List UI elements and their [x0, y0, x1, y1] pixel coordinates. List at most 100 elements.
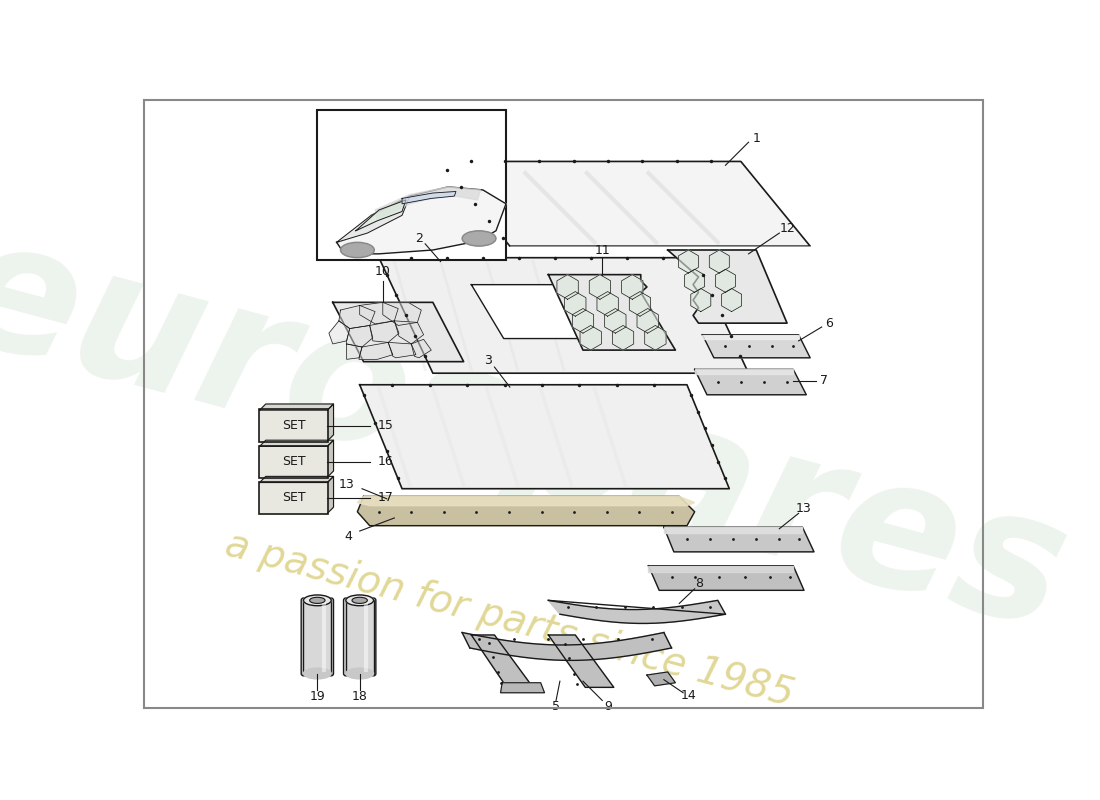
Polygon shape: [378, 258, 749, 373]
Polygon shape: [472, 285, 609, 338]
Text: 14: 14: [681, 689, 696, 702]
Text: SET: SET: [282, 455, 306, 468]
Polygon shape: [440, 162, 810, 246]
Polygon shape: [337, 187, 506, 254]
Text: 19: 19: [309, 690, 326, 703]
Polygon shape: [664, 527, 814, 552]
Polygon shape: [649, 566, 793, 572]
Polygon shape: [715, 270, 736, 292]
Ellipse shape: [341, 242, 374, 258]
Polygon shape: [629, 291, 650, 316]
FancyBboxPatch shape: [258, 482, 328, 514]
Polygon shape: [645, 326, 665, 350]
Polygon shape: [649, 566, 804, 590]
Text: SET: SET: [282, 491, 306, 505]
Polygon shape: [548, 600, 726, 623]
Polygon shape: [388, 342, 416, 358]
FancyBboxPatch shape: [318, 110, 506, 260]
Polygon shape: [621, 274, 642, 299]
Polygon shape: [548, 635, 614, 687]
Polygon shape: [605, 309, 626, 333]
Ellipse shape: [310, 598, 326, 603]
FancyBboxPatch shape: [258, 446, 328, 478]
Ellipse shape: [462, 230, 496, 246]
Polygon shape: [411, 339, 431, 358]
Text: eurospares: eurospares: [0, 202, 1084, 667]
Polygon shape: [695, 370, 793, 374]
Polygon shape: [684, 270, 705, 292]
Polygon shape: [360, 302, 398, 324]
Polygon shape: [668, 250, 788, 323]
Text: 3: 3: [484, 354, 492, 367]
Polygon shape: [500, 682, 544, 693]
Polygon shape: [332, 302, 464, 362]
Ellipse shape: [304, 668, 331, 679]
Text: 6: 6: [825, 318, 834, 330]
Polygon shape: [383, 302, 421, 326]
Polygon shape: [260, 440, 333, 446]
Text: 8: 8: [695, 577, 703, 590]
Polygon shape: [572, 309, 594, 333]
Text: 7: 7: [820, 374, 828, 387]
Text: 13: 13: [796, 502, 812, 515]
Ellipse shape: [345, 595, 374, 606]
Polygon shape: [339, 306, 375, 329]
Polygon shape: [346, 326, 373, 347]
Polygon shape: [703, 334, 799, 338]
Polygon shape: [356, 200, 406, 230]
Polygon shape: [328, 440, 333, 477]
Text: 16: 16: [377, 455, 393, 468]
Polygon shape: [679, 250, 699, 273]
Polygon shape: [710, 250, 729, 273]
Text: 15: 15: [377, 419, 394, 432]
Polygon shape: [548, 274, 675, 350]
Text: 5: 5: [552, 700, 560, 713]
Polygon shape: [695, 370, 806, 394]
Polygon shape: [462, 633, 671, 660]
FancyBboxPatch shape: [258, 410, 328, 442]
Polygon shape: [580, 326, 602, 350]
Text: 1: 1: [752, 132, 760, 145]
Text: 9: 9: [605, 700, 613, 713]
Polygon shape: [590, 274, 610, 299]
Text: 13: 13: [339, 478, 354, 491]
Polygon shape: [358, 496, 695, 506]
Text: a passion for parts since 1985: a passion for parts since 1985: [221, 526, 799, 714]
Polygon shape: [260, 476, 333, 482]
Polygon shape: [613, 326, 634, 350]
Polygon shape: [557, 274, 579, 299]
Text: 11: 11: [594, 243, 610, 257]
Polygon shape: [472, 635, 534, 687]
Polygon shape: [359, 342, 393, 359]
Text: 10: 10: [375, 265, 390, 278]
FancyBboxPatch shape: [301, 598, 333, 676]
Ellipse shape: [304, 595, 331, 606]
Polygon shape: [664, 527, 803, 534]
Polygon shape: [370, 321, 399, 342]
Polygon shape: [722, 289, 741, 312]
Polygon shape: [703, 334, 810, 358]
Text: 4: 4: [344, 530, 352, 543]
Polygon shape: [358, 496, 695, 526]
Polygon shape: [403, 191, 455, 204]
Polygon shape: [360, 385, 729, 489]
Polygon shape: [691, 289, 711, 312]
Ellipse shape: [352, 598, 367, 603]
Text: SET: SET: [282, 419, 306, 432]
Ellipse shape: [464, 232, 495, 245]
Polygon shape: [375, 187, 481, 219]
Ellipse shape: [342, 244, 373, 256]
Polygon shape: [337, 196, 409, 242]
Polygon shape: [260, 404, 333, 410]
Text: 12: 12: [779, 222, 795, 235]
Polygon shape: [328, 476, 333, 514]
Ellipse shape: [345, 668, 374, 679]
FancyBboxPatch shape: [343, 598, 376, 676]
Polygon shape: [329, 321, 350, 344]
Polygon shape: [637, 309, 658, 333]
Polygon shape: [395, 321, 424, 344]
Text: 18: 18: [352, 690, 367, 703]
Polygon shape: [647, 672, 675, 686]
Polygon shape: [564, 291, 586, 316]
Polygon shape: [346, 344, 362, 359]
